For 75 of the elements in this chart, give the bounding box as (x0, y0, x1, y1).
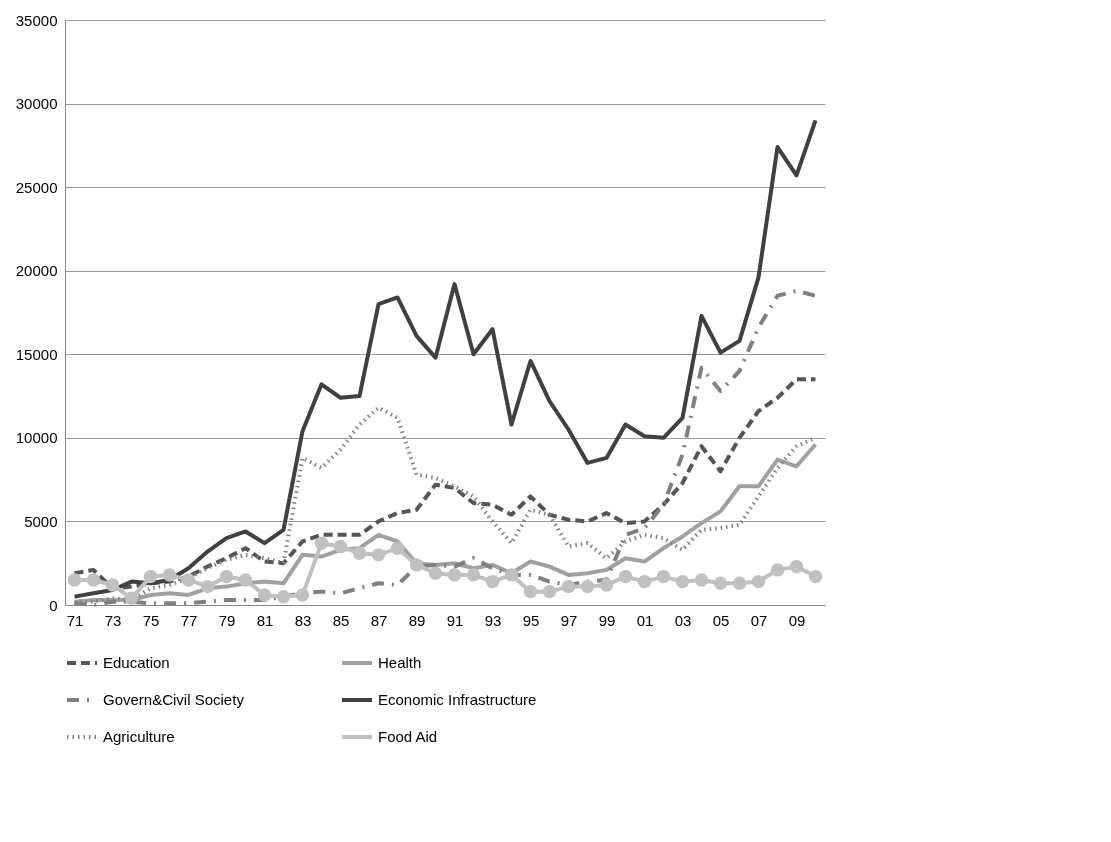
point (751, 574, 766, 589)
line-series (72, 118, 818, 599)
y-tick-label: 35000 (15, 11, 58, 29)
point (257, 588, 272, 602)
point (808, 569, 823, 584)
legend-label: Education (103, 654, 170, 671)
x-tick-label: 97 (560, 611, 578, 629)
x-tick-label: 89 (408, 611, 426, 629)
point (618, 569, 633, 584)
point (390, 541, 405, 555)
point (371, 548, 386, 562)
x-tick-label: 87 (370, 611, 388, 629)
x-tick-label: 71 (66, 611, 84, 629)
x-tick-label: 91 (446, 611, 464, 629)
y-tick-label: 30000 (15, 95, 58, 113)
x-tick-label: 95 (522, 611, 540, 629)
y-tick-label: 5000 (24, 512, 58, 530)
point (238, 573, 253, 587)
y-tick-label: 25000 (15, 178, 58, 196)
legend-label: Agriculture (103, 728, 175, 745)
point (447, 568, 462, 582)
point (713, 576, 728, 590)
point (67, 573, 82, 587)
point (276, 589, 291, 604)
y-tick-label: 20000 (15, 262, 58, 280)
point (466, 568, 481, 582)
x-tick-label: 85 (332, 611, 350, 629)
point (485, 574, 500, 589)
point (675, 574, 690, 589)
point (504, 568, 519, 582)
x-tick-label: 05 (712, 611, 730, 629)
x-tick-label: 93 (484, 611, 502, 629)
x-tick-label: 77 (180, 611, 198, 629)
point (409, 558, 424, 572)
x-tick-label: 01 (636, 611, 654, 629)
legend-label: Economic Infrastructure (378, 691, 537, 708)
point (694, 573, 709, 587)
point (656, 569, 671, 584)
legend-label: Food Aid (378, 728, 438, 745)
point (86, 573, 101, 587)
y-tick-label: 10000 (15, 429, 58, 447)
point (105, 578, 120, 592)
x-tick-label: 09 (788, 611, 806, 629)
point (428, 566, 443, 580)
point (124, 591, 139, 606)
point (599, 578, 614, 592)
point (162, 568, 177, 582)
point (295, 588, 310, 602)
x-tick-label: 07 (750, 611, 768, 629)
point (143, 569, 158, 584)
x-tick-label: 83 (294, 611, 312, 629)
x-tick-label: 73 (104, 611, 122, 629)
x-tick-label: 81 (256, 611, 274, 629)
point (561, 579, 576, 594)
point (181, 573, 196, 587)
point (542, 584, 557, 599)
x-tick-label: 79 (218, 611, 236, 629)
point (732, 576, 747, 590)
x-tick-label: 99 (598, 611, 616, 629)
point (637, 574, 652, 589)
point (333, 539, 348, 554)
point (770, 563, 785, 577)
point (523, 584, 538, 599)
point (352, 546, 367, 560)
x-tick-label: 03 (674, 611, 692, 629)
point (789, 559, 804, 574)
point (219, 569, 234, 584)
legend-label: Health (378, 654, 422, 671)
point (200, 579, 215, 594)
y-tick-label: 0 (49, 596, 58, 614)
y-tick-label: 15000 (15, 345, 58, 363)
legend-label: Govern&Civil Society (103, 691, 245, 708)
point (580, 579, 595, 594)
x-tick-label: 75 (142, 611, 160, 629)
point (314, 536, 329, 550)
